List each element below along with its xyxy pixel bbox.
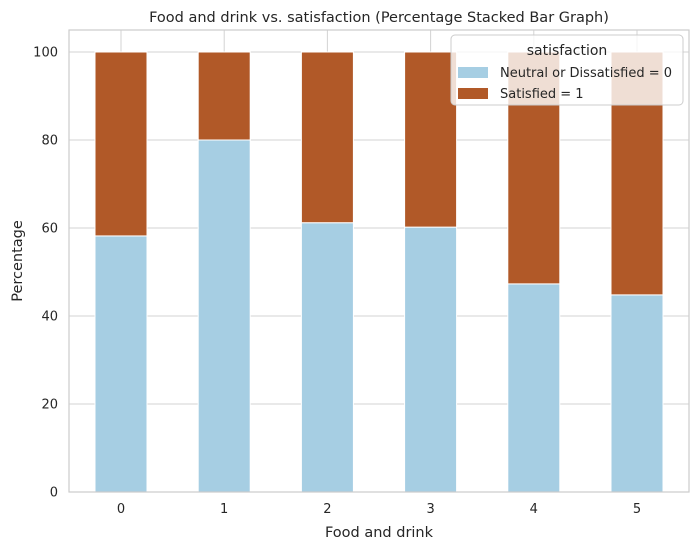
y-tick-label: 40: [41, 310, 58, 325]
y-tick-label: 60: [41, 222, 58, 237]
bar-satisfied: [94, 51, 148, 237]
bar-neutral-or-dissatisfied: [94, 235, 148, 493]
y-tick-label: 0: [50, 486, 58, 501]
bars: [94, 51, 664, 493]
legend: satisfaction Neutral or Dissatisfied = 0…: [450, 34, 684, 106]
legend-label-neutral: Neutral or Dissatisfied = 0: [500, 66, 672, 81]
bar-satisfied: [197, 51, 251, 141]
legend-label-satisfied: Satisfied = 1: [500, 87, 584, 102]
y-tick-label: 20: [41, 398, 58, 413]
bar-neutral-or-dissatisfied: [300, 222, 354, 493]
bar-neutral-or-dissatisfied: [404, 226, 458, 493]
bar-satisfied: [404, 51, 458, 228]
x-tick-label: 5: [633, 502, 641, 517]
x-tick-label: 2: [323, 502, 331, 517]
bar-satisfied: [300, 51, 354, 224]
bar-neutral-or-dissatisfied: [197, 139, 251, 493]
y-tick-label: 80: [41, 134, 58, 149]
bar-neutral-or-dissatisfied: [610, 294, 664, 493]
x-tick-labels: 0 1 2 3 4 5: [117, 502, 641, 517]
bar-neutral-or-dissatisfied: [507, 283, 561, 493]
y-tick-labels: 0 20 40 60 80 100: [33, 46, 58, 501]
legend-swatch-neutral: [458, 67, 488, 78]
y-axis-label: Percentage: [10, 220, 26, 302]
legend-box: [450, 34, 684, 106]
x-axis-label: Food and drink: [325, 525, 434, 541]
x-tick-label: 4: [530, 502, 538, 517]
y-tick-label: 100: [33, 46, 58, 61]
plot-frame: [68, 29, 690, 493]
legend-swatch-satisfied: [458, 88, 488, 99]
x-tick-label: 1: [220, 502, 228, 517]
x-tick-label: 0: [117, 502, 125, 517]
chart-title: Food and drink vs. satisfaction (Percent…: [149, 10, 609, 26]
legend-title: satisfaction: [527, 43, 608, 59]
x-tick-label: 3: [426, 502, 434, 517]
